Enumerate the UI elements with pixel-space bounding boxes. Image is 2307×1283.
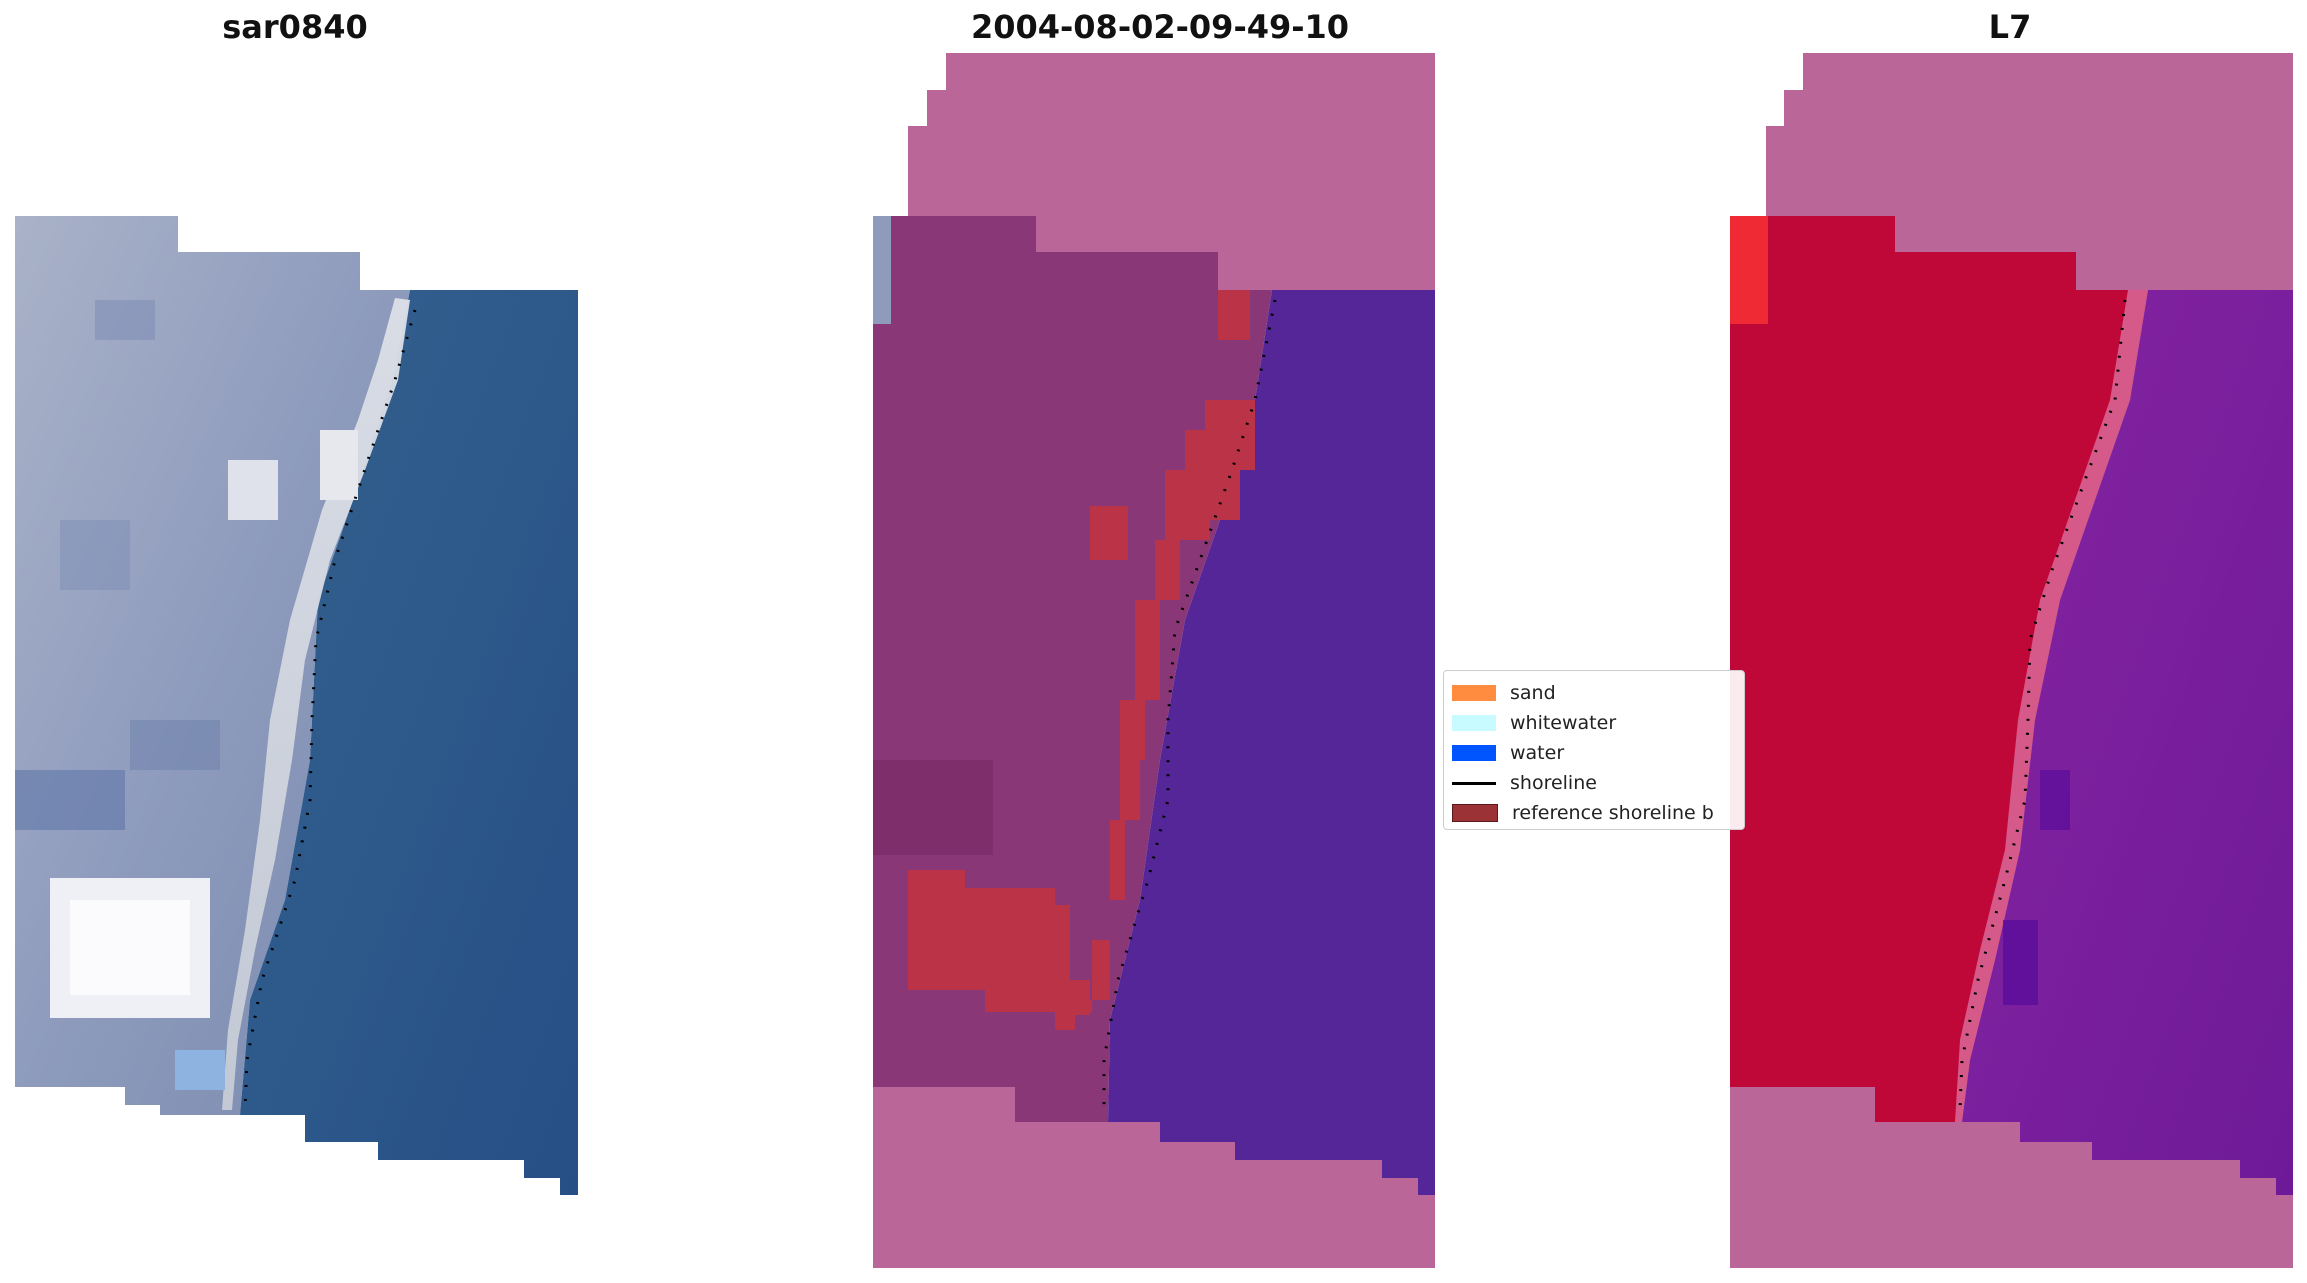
legend-swatch-whitewater bbox=[1452, 715, 1496, 731]
legend-swatch-sand bbox=[1452, 685, 1496, 701]
panel-title-ndwi: L7 bbox=[1988, 8, 2032, 46]
panel-title-classified: 2004-08-02-09-49-10 bbox=[970, 8, 1350, 46]
legend-item-water: water bbox=[1452, 739, 1564, 767]
ndwi-image bbox=[1730, 53, 2293, 1268]
legend-swatch-reference bbox=[1452, 804, 1498, 822]
rgb-image bbox=[15, 216, 578, 1195]
legend-item-shoreline: shoreline bbox=[1452, 769, 1597, 797]
legend-label: whitewater bbox=[1510, 712, 1617, 734]
legend-label: shoreline bbox=[1510, 772, 1597, 794]
panel-title-rgb: sar0840 bbox=[222, 8, 368, 46]
legend-item-reference-shoreline: reference shoreline b bbox=[1452, 799, 1714, 827]
legend-label: reference shoreline b bbox=[1512, 802, 1714, 824]
legend-item-sand: sand bbox=[1452, 679, 1556, 707]
shoreline-ndwi bbox=[1958, 299, 2127, 1111]
legend-item-whitewater: whitewater bbox=[1452, 709, 1616, 737]
legend: sand whitewater water shoreline referenc… bbox=[1443, 670, 1745, 830]
legend-label: water bbox=[1510, 742, 1565, 764]
shoreline-classified bbox=[1102, 299, 1277, 1110]
legend-swatch-water bbox=[1452, 745, 1496, 761]
legend-line-shoreline bbox=[1452, 781, 1496, 785]
classified-image bbox=[873, 53, 1435, 1268]
legend-label: sand bbox=[1510, 682, 1556, 704]
